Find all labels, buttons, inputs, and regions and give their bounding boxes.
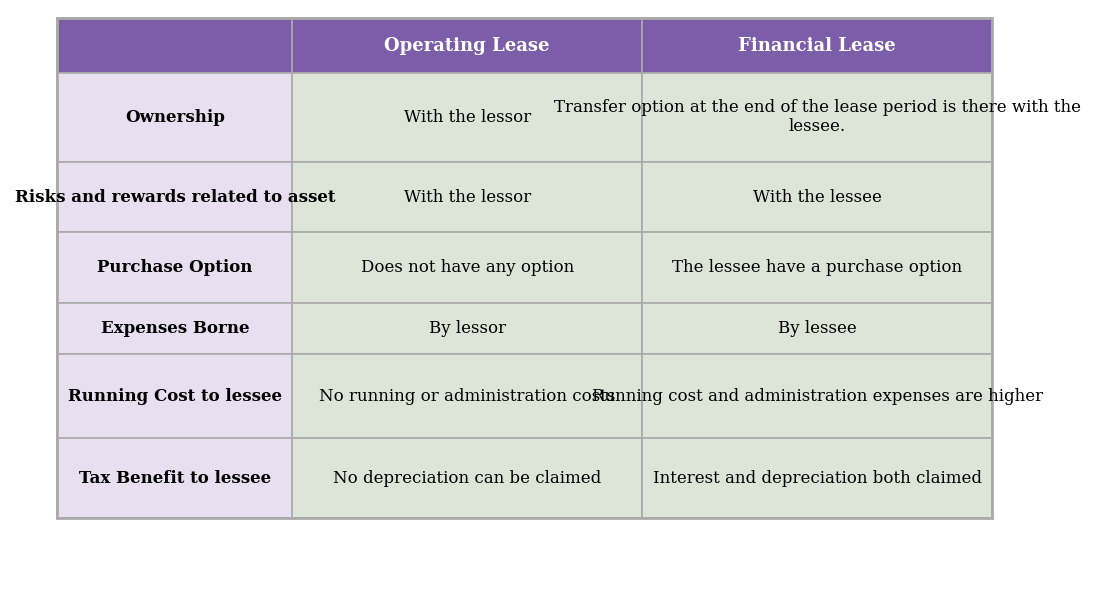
Text: Ownership: Ownership — [124, 109, 225, 125]
Text: By lessor: By lessor — [428, 320, 505, 337]
FancyBboxPatch shape — [292, 303, 642, 354]
FancyBboxPatch shape — [292, 162, 642, 232]
Text: By lessee: By lessee — [777, 320, 857, 337]
FancyBboxPatch shape — [292, 73, 642, 162]
FancyBboxPatch shape — [642, 18, 992, 73]
FancyBboxPatch shape — [642, 73, 992, 162]
FancyBboxPatch shape — [642, 438, 992, 518]
FancyBboxPatch shape — [57, 73, 292, 162]
Text: Tax Benefit to lessee: Tax Benefit to lessee — [78, 470, 271, 487]
Text: Does not have any option: Does not have any option — [361, 260, 574, 276]
FancyBboxPatch shape — [57, 162, 292, 232]
FancyBboxPatch shape — [57, 303, 292, 354]
Text: With the lessor: With the lessor — [404, 189, 531, 205]
Bar — [57, 18, 992, 518]
Text: Expenses Borne: Expenses Borne — [100, 320, 249, 337]
Text: Operating Lease: Operating Lease — [384, 36, 550, 55]
Text: Purchase Option: Purchase Option — [97, 260, 252, 276]
Text: Interest and depreciation both claimed: Interest and depreciation both claimed — [653, 470, 982, 487]
Text: Running cost and administration expenses are higher: Running cost and administration expenses… — [591, 387, 1043, 405]
Text: No running or administration costs: No running or administration costs — [319, 387, 615, 405]
Text: With the lessee: With the lessee — [753, 189, 882, 205]
FancyBboxPatch shape — [642, 303, 992, 354]
Text: Risks and rewards related to asset: Risks and rewards related to asset — [14, 189, 335, 205]
Text: With the lessor: With the lessor — [404, 109, 531, 125]
FancyBboxPatch shape — [292, 438, 642, 518]
Text: No depreciation can be claimed: No depreciation can be claimed — [334, 470, 601, 487]
FancyBboxPatch shape — [57, 438, 292, 518]
FancyBboxPatch shape — [57, 18, 292, 73]
Text: The lessee have a purchase option: The lessee have a purchase option — [672, 260, 962, 276]
FancyBboxPatch shape — [292, 18, 642, 73]
FancyBboxPatch shape — [292, 232, 642, 303]
Text: Financial Lease: Financial Lease — [739, 36, 896, 55]
FancyBboxPatch shape — [57, 232, 292, 303]
FancyBboxPatch shape — [292, 354, 642, 438]
FancyBboxPatch shape — [57, 354, 292, 438]
FancyBboxPatch shape — [642, 162, 992, 232]
Text: Running Cost to lessee: Running Cost to lessee — [68, 387, 282, 405]
Text: Transfer option at the end of the lease period is there with the lessee.: Transfer option at the end of the lease … — [554, 99, 1081, 135]
FancyBboxPatch shape — [642, 232, 992, 303]
FancyBboxPatch shape — [642, 354, 992, 438]
